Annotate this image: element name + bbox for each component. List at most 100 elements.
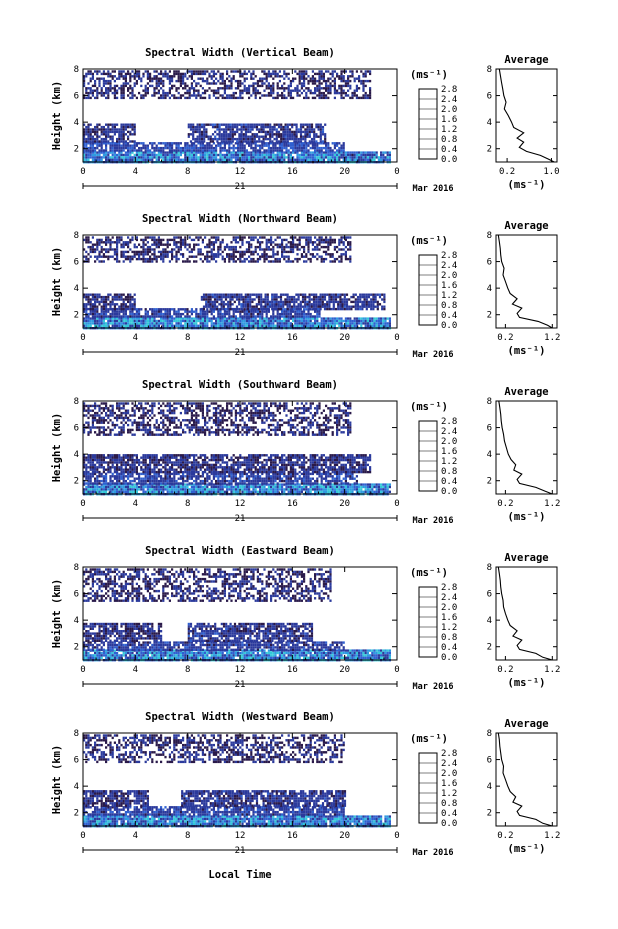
heatmap-cell — [250, 322, 253, 325]
heatmap-cell — [120, 298, 123, 301]
heatmap-cell — [214, 123, 217, 126]
heatmap-cell — [87, 300, 90, 304]
heatmap-cell — [332, 303, 335, 306]
heatmap-cell — [144, 236, 147, 239]
heatmap-cell — [329, 322, 332, 325]
heatmap-cell — [109, 75, 112, 78]
heatmap-cell — [300, 70, 303, 73]
heatmap-cell — [270, 317, 273, 320]
heatmap-cell — [298, 153, 301, 157]
heatmap-cell — [303, 317, 306, 320]
heatmap-cell — [262, 305, 265, 308]
heatmap-cell — [339, 300, 342, 304]
heatmap-cell — [89, 133, 92, 136]
heatmap-cell — [285, 96, 288, 100]
heatmap-cell — [127, 236, 130, 239]
heatmap-cell — [321, 293, 324, 296]
heatmap-cell — [105, 140, 108, 143]
heatmap-cell — [375, 319, 378, 323]
heatmap-cell — [306, 135, 309, 138]
heatmap-cell — [283, 245, 286, 249]
heatmap-cell — [120, 135, 123, 138]
heatmap-cell — [270, 315, 273, 318]
heatmap-cell — [210, 144, 213, 147]
heatmap-cell — [283, 255, 286, 258]
heatmap-cell — [384, 322, 387, 325]
heatmap-cell — [369, 322, 372, 325]
heatmap-cell — [116, 84, 119, 88]
heatmap-cell — [87, 149, 90, 152]
heatmap-cell — [146, 146, 149, 150]
heatmap-cell — [369, 87, 372, 90]
heatmap-cell — [215, 82, 218, 85]
heatmap-cell — [217, 142, 220, 145]
heatmap-cell — [323, 298, 327, 301]
heatmap-cell — [380, 317, 383, 320]
heatmap-cell — [386, 324, 389, 327]
heatmap-cell — [205, 133, 208, 136]
heatmap-cell — [375, 153, 378, 157]
heatmap-cell — [259, 77, 262, 80]
heatmap-cell — [376, 300, 379, 304]
heatmap-cell — [144, 315, 147, 318]
heatmap-cell — [341, 300, 344, 304]
heatmap-cell — [91, 135, 94, 138]
heatmap-cell — [284, 130, 287, 134]
heatmap-cell — [276, 260, 279, 263]
heatmap-cell — [322, 87, 325, 90]
heatmap-cell — [168, 89, 171, 92]
heatmap-cell — [384, 158, 387, 161]
heatmap-cell — [263, 144, 266, 147]
heatmap-cell — [197, 89, 200, 92]
heatmap-cell — [276, 253, 279, 256]
heatmap-cell — [210, 158, 213, 161]
heatmap-cell — [283, 312, 286, 316]
heatmap-cell — [259, 255, 262, 258]
heatmap-cell — [315, 125, 318, 129]
heatmap-cell — [293, 135, 296, 138]
heatmap-cell — [316, 142, 319, 145]
heatmap-cell — [220, 123, 223, 126]
heatmap-cell — [175, 312, 178, 316]
heatmap-cell — [351, 94, 354, 97]
heatmap-cell — [157, 84, 160, 88]
heatmap-cell — [87, 130, 90, 134]
heatmap-cell — [286, 295, 289, 299]
heatmap-cell — [325, 153, 328, 157]
heatmap-cell — [265, 243, 268, 246]
heatmap-cell — [235, 307, 239, 311]
heatmap-cell — [124, 312, 127, 316]
heatmap-cell — [107, 156, 110, 159]
heatmap-cell — [113, 298, 116, 301]
heatmap-cell — [85, 307, 88, 311]
heatmap-cell — [186, 77, 189, 80]
heatmap-cell — [236, 140, 239, 143]
heatmap-cell — [276, 312, 279, 316]
heatmap-cell — [107, 140, 110, 143]
heatmap-cell — [232, 253, 235, 256]
heatmap-cell — [298, 75, 301, 78]
heatmap-cell — [285, 149, 288, 152]
heatmap-cell — [85, 303, 88, 306]
heatmap-cell — [162, 151, 165, 154]
heatmap-cell — [262, 307, 265, 311]
heatmap-cell — [195, 324, 198, 327]
heatmap-cell — [168, 75, 171, 78]
heatmap-cell — [259, 324, 262, 327]
heatmap-cell — [331, 84, 334, 88]
heatmap-cell — [315, 135, 318, 138]
heatmap-cell — [382, 158, 385, 161]
heatmap-cell — [288, 130, 292, 134]
heatmap-cell — [318, 87, 321, 90]
heatmap-cell — [307, 96, 310, 100]
heatmap-cell — [325, 89, 328, 92]
heatmap-cell — [289, 91, 292, 95]
heatmap-cell — [153, 250, 156, 254]
heatmap-cell — [310, 137, 314, 141]
heatmap-cell — [272, 149, 275, 152]
heatmap-cell — [151, 260, 154, 263]
heatmap-cell — [285, 255, 288, 258]
heatmap-cell — [219, 241, 222, 244]
heatmap-cell — [275, 133, 278, 136]
heatmap-cell — [258, 135, 261, 138]
